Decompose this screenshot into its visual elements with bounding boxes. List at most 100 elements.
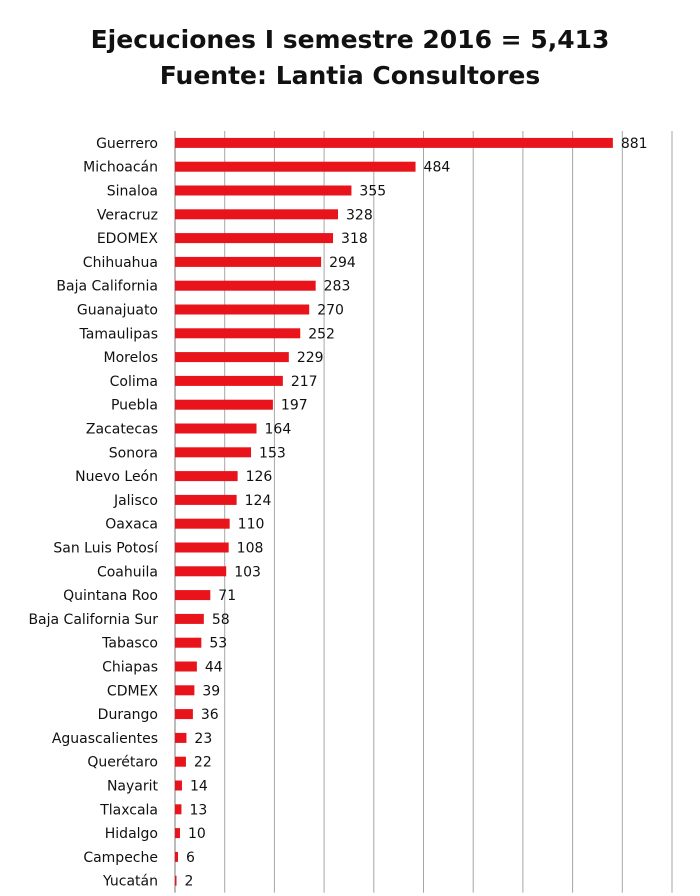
category-label: Tabasco [101, 636, 158, 652]
category-label: Yucatán [102, 874, 158, 890]
data-label: 39 [202, 683, 220, 699]
data-label: 110 [238, 517, 265, 533]
data-label: 23 [194, 731, 212, 747]
data-label: 294 [329, 255, 356, 271]
data-label: 10 [188, 826, 206, 842]
bar [175, 566, 227, 577]
bar [175, 375, 283, 386]
category-label: Sinaloa [107, 184, 158, 200]
data-label: 318 [341, 231, 368, 247]
labels: Guerrero 881 Michoacán 484 Sinaloa 355 Veracru… [28, 136, 647, 890]
category-label: Jalisco [113, 493, 158, 509]
bar [175, 447, 252, 458]
category-label: Baja California [56, 279, 158, 295]
category-label: San Luis Potosí [53, 541, 159, 557]
bar [175, 233, 334, 244]
category-label: Nayarit [107, 779, 159, 795]
category-label: Nuevo León [75, 469, 158, 485]
bar [175, 709, 193, 720]
category-label: Tamaulipas [79, 326, 158, 342]
category-label: Guerrero [96, 136, 158, 152]
data-label: 124 [245, 493, 272, 509]
chart-title-line: Ejecuciones I semestre 2016 = 5,413 [90, 25, 610, 54]
bar [175, 328, 301, 339]
category-label: Morelos [104, 350, 158, 366]
category-label: Aguascalientes [52, 731, 158, 747]
data-label: 44 [205, 660, 223, 676]
category-label: Baja California Sur [28, 612, 158, 628]
category-label: Guanajuato [77, 303, 158, 319]
data-label: 126 [246, 469, 273, 485]
data-label: 252 [308, 326, 335, 342]
data-label: 2 [185, 874, 194, 890]
gridlines [174, 131, 673, 893]
bar [175, 423, 257, 434]
bar [175, 661, 197, 672]
category-label: CDMEX [107, 683, 158, 699]
data-label: 71 [218, 588, 236, 604]
category-label: Chiapas [102, 660, 158, 676]
bar [175, 352, 289, 363]
data-label: 22 [194, 755, 212, 771]
bar [175, 471, 238, 482]
bar [175, 685, 195, 696]
category-label: Chihuahua [83, 255, 158, 271]
bar [175, 137, 613, 148]
bar [175, 590, 211, 601]
category-label: Hidalgo [105, 826, 158, 842]
data-label: 355 [359, 184, 386, 200]
data-label: 881 [621, 136, 648, 152]
bar [175, 732, 187, 743]
data-label: 58 [212, 612, 230, 628]
bar [175, 399, 273, 410]
data-label: 53 [209, 636, 227, 652]
data-label: 108 [237, 541, 264, 557]
bar [175, 828, 180, 839]
category-label: Coahuila [97, 564, 158, 580]
category-label: EDOMEX [97, 231, 159, 247]
category-label: Puebla [111, 398, 158, 414]
category-label: Veracruz [97, 207, 158, 223]
data-label: 197 [281, 398, 308, 414]
bar [175, 637, 202, 648]
data-label: 103 [234, 564, 261, 580]
bar [175, 518, 230, 529]
bar [175, 256, 322, 267]
data-label: 283 [324, 279, 351, 295]
data-label: 164 [265, 422, 292, 438]
bar [175, 209, 339, 220]
bar [175, 185, 352, 196]
bar [175, 804, 182, 815]
category-label: Sonora [109, 445, 158, 461]
bar [175, 780, 182, 791]
bar [175, 304, 310, 315]
chart-subtitle-line: Fuente: Lantia Consultores [159, 61, 541, 90]
data-label: 217 [291, 374, 318, 390]
category-label: Campeche [83, 850, 158, 866]
data-label: 14 [190, 779, 208, 795]
data-label: 6 [186, 850, 195, 866]
data-label: 153 [259, 445, 286, 461]
category-label: Zacatecas [86, 422, 158, 438]
bar [175, 756, 186, 767]
bar [175, 851, 178, 862]
bar [175, 542, 229, 553]
category-label: Michoacán [83, 160, 158, 176]
bar [175, 613, 204, 624]
bars [175, 137, 613, 886]
category-label: Tlaxcala [99, 802, 158, 818]
data-label: 328 [346, 207, 373, 223]
data-label: 270 [317, 303, 344, 319]
category-label: Colima [110, 374, 158, 390]
data-label: 229 [297, 350, 324, 366]
category-label: Quintana Roo [63, 588, 158, 604]
bar [175, 494, 237, 505]
bar [175, 875, 177, 886]
chart-title: Ejecuciones I semestre 2016 = 5,413 Fuen… [0, 22, 700, 94]
category-label: Durango [98, 707, 158, 723]
data-label: 484 [424, 160, 451, 176]
data-label: 13 [189, 802, 207, 818]
bar [175, 161, 416, 172]
category-label: Oaxaca [105, 517, 158, 533]
